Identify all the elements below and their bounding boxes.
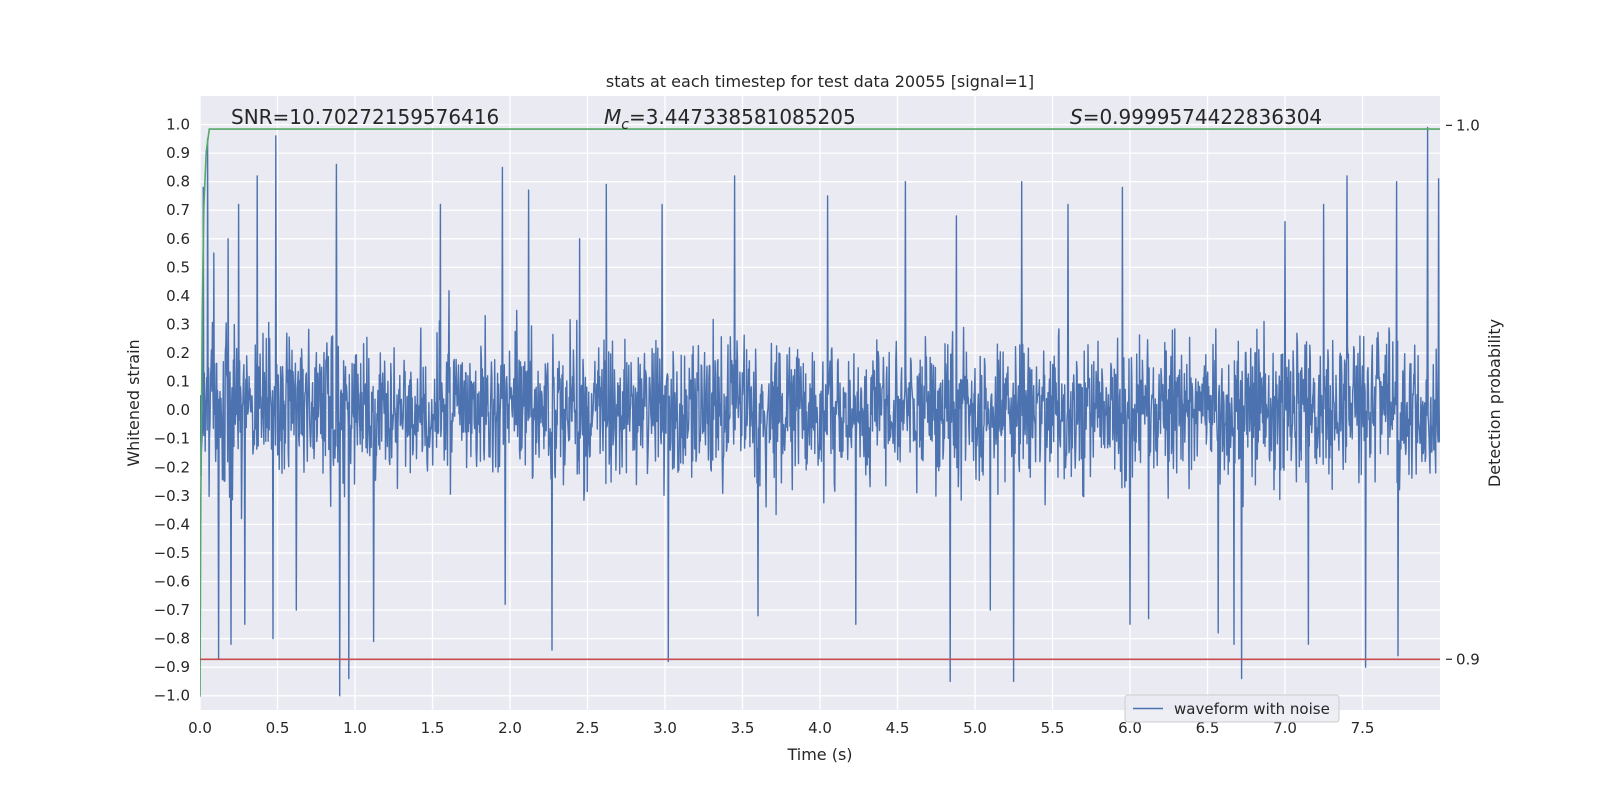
x-tick-label: 5.5 [1041,719,1065,737]
y-tick-label: −0.6 [154,572,190,590]
series-line-waveform-with-noise [200,126,1440,697]
chirp-mass-symbol: M [604,105,621,129]
chart-title: stats at each timestep for test data 200… [606,72,1034,91]
y-tick-label: 0.8 [166,173,190,191]
y-tick-label: −0.4 [154,515,190,533]
y-tick-label: −0.7 [154,601,190,619]
chirp-mass-annotation: Mc=3.447338581085205 [604,105,856,133]
y2-tick-label: 0.9 [1456,650,1480,668]
y-axis-label: Whitened strain [124,339,143,466]
y-tick-label: 1.0 [166,116,190,134]
x-tick-label: 4.0 [808,719,832,737]
x-axis-label: Time (s) [786,745,852,764]
legend-label-waveform: waveform with noise [1174,700,1330,718]
y-tick-label: 0.2 [166,344,190,362]
legend-box [1124,694,1340,723]
x-tick-label: 1.0 [343,719,367,737]
x-tick-label: 3.0 [653,719,677,737]
chirp-mass-value: =3.447338581085205 [629,105,856,129]
x-tick-label: 2.0 [498,719,522,737]
y-tick-label: 0.9 [166,144,190,162]
y-tick-label: −0.8 [154,630,190,648]
y-tick-label: 0.6 [166,230,190,248]
y-tick-label: −0.3 [154,487,190,505]
x-tick-label: 2.5 [576,719,600,737]
y-tick-label: −0.2 [154,458,190,476]
x-tick-label: 4.5 [886,719,910,737]
y-tick-label: −0.1 [154,430,190,448]
x-tick-label: 3.5 [731,719,755,737]
y-tick-label: 0.7 [166,201,190,219]
y2-axis-label: Detection probability [1485,319,1504,487]
y-tick-label: −0.5 [154,544,190,562]
tick-layer: 0.0 0.5 1.0 1.5 2.0 2.5 3.0 3.5 4.0 4.5 5.0 5.5 6.0 6… [154,116,1480,737]
snr-annotation: SNR=10.70272159576416 [231,105,499,129]
spin-value: =0.9999574422836304 [1083,105,1322,129]
y-tick-label: 0.5 [166,258,190,276]
x-tick-label: 7.0 [1273,719,1297,737]
y-tick-label: 0.4 [166,287,190,305]
x-tick-label: 5.0 [963,719,987,737]
x-tick-label: 6.5 [1196,719,1220,737]
y-tick-label: −1.0 [154,687,190,705]
chirp-mass-subscript: c [621,117,629,133]
y-tick-label: 0.1 [166,373,190,391]
y-tick-label: 0.3 [166,315,190,333]
spin-annotation: S=0.9999574422836304 [1070,105,1322,129]
legend: waveform with noise [1124,694,1340,723]
x-tick-label: 0.5 [266,719,290,737]
spin-symbol: S [1070,105,1083,129]
series-layer [200,126,1440,697]
x-tick-label: 6.0 [1118,719,1142,737]
y-tick-label: −0.9 [154,658,190,676]
y-tick-label: 0.0 [166,401,190,419]
series-line-detection-probability [200,128,1440,697]
x-tick-label: 1.5 [421,719,445,737]
x-tick-label: 7.5 [1351,719,1375,737]
y2-tick-label: 1.0 [1456,116,1480,134]
x-tick-label: 0.0 [188,719,212,737]
